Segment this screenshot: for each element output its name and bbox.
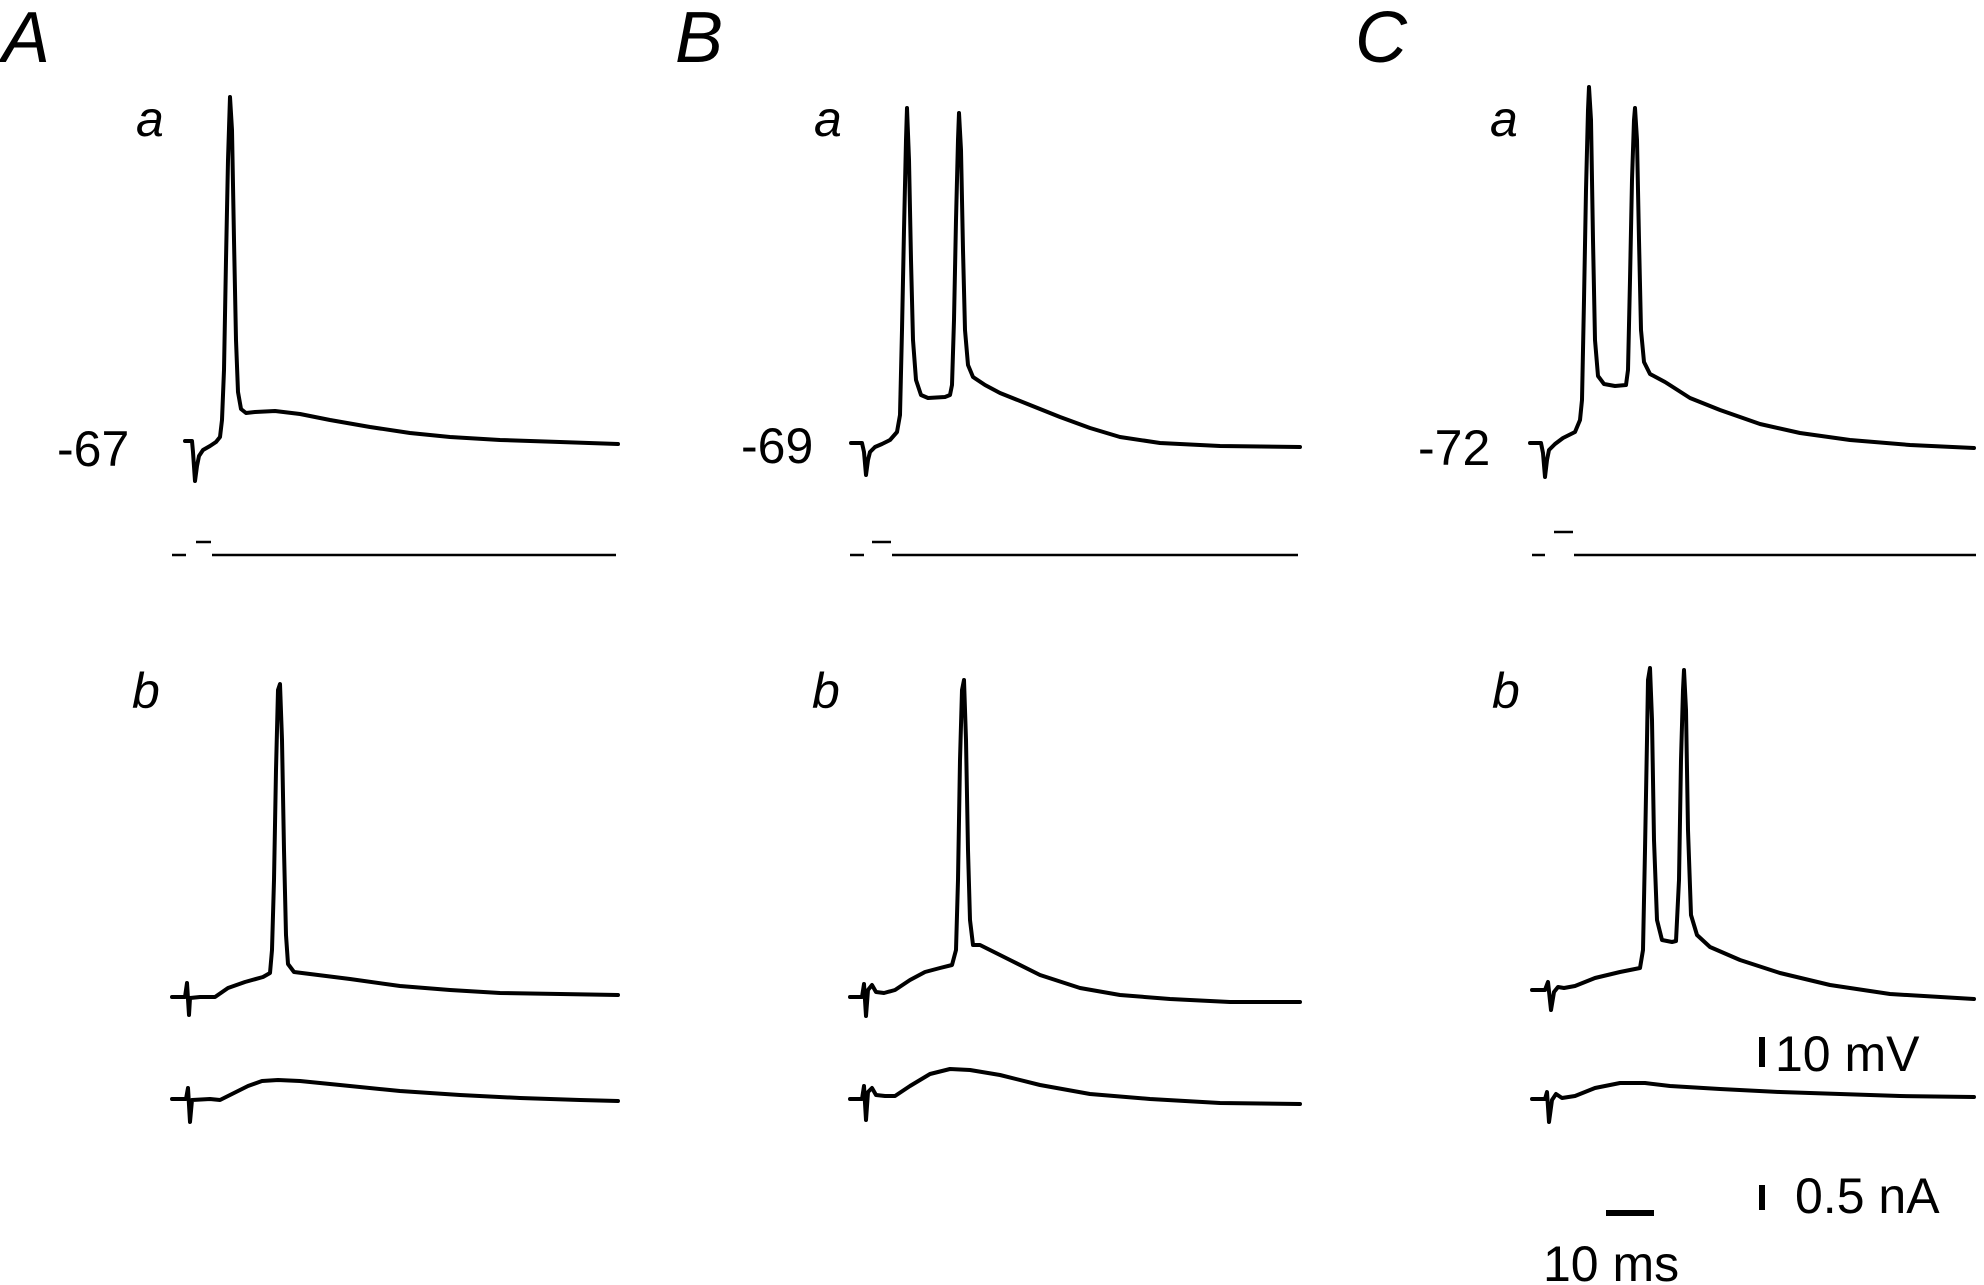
time-scale-label: 10 ms bbox=[1543, 1236, 1679, 1285]
panel-c-sub-a-label: a bbox=[1490, 91, 1518, 147]
panel-b: B a -69 b bbox=[675, 0, 1302, 1122]
panel-a-sub-a-label: a bbox=[136, 91, 164, 147]
panel-a-sub-b-current-trace bbox=[170, 1078, 620, 1124]
panel-c-sub-a-voltage-trace bbox=[1528, 85, 1976, 479]
panel-c: C a -72 b bbox=[1355, 0, 1976, 1124]
panel-b-sub-b-label: b bbox=[812, 663, 840, 719]
panel-a-resting-potential: -67 bbox=[57, 421, 129, 477]
panel-a: A a -67 b bbox=[0, 0, 620, 1124]
panel-a-sub-a-voltage-trace bbox=[183, 95, 620, 483]
panel-c-sub-a-current-step bbox=[1532, 530, 1976, 557]
panel-a-sub-a-current-step bbox=[172, 540, 616, 557]
current-scale-label: 0.5 nA bbox=[1795, 1168, 1940, 1224]
panel-b-resting-potential: -69 bbox=[741, 418, 813, 474]
panel-a-letter: A bbox=[0, 0, 50, 78]
panel-b-sub-a-label: a bbox=[814, 91, 842, 147]
panel-b-sub-b-current-trace bbox=[848, 1067, 1302, 1122]
panel-c-sub-b-current-trace bbox=[1530, 1081, 1976, 1124]
scale-bars: 10 mV 0.5 nA 10 ms bbox=[1543, 1026, 1940, 1285]
panel-c-sub-b-label: b bbox=[1492, 663, 1520, 719]
panel-b-sub-b-voltage-trace bbox=[848, 678, 1302, 1018]
panel-a-sub-b-voltage-trace bbox=[170, 682, 620, 1017]
voltage-scale-label: 10 mV bbox=[1775, 1026, 1920, 1082]
panel-b-letter: B bbox=[675, 0, 723, 78]
panel-b-sub-a-voltage-trace bbox=[849, 106, 1302, 477]
panel-b-sub-a-current-step bbox=[850, 540, 1298, 557]
panel-c-sub-b-voltage-trace bbox=[1530, 666, 1976, 1012]
panel-c-resting-potential: -72 bbox=[1418, 420, 1490, 476]
panel-c-letter: C bbox=[1355, 0, 1408, 78]
panel-a-sub-b-label: b bbox=[132, 663, 160, 719]
